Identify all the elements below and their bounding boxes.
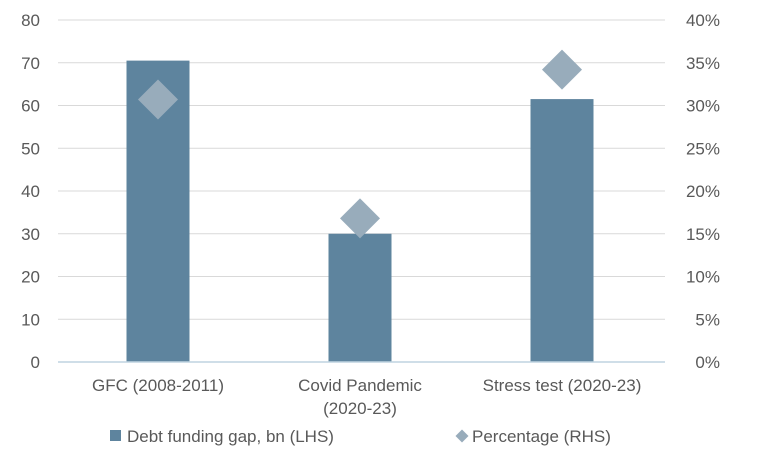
right-tick-label: 10% (686, 268, 720, 287)
category-labels: GFC (2008-2011) Covid Pandemic (2020-23) St… (92, 376, 641, 418)
bar-series (126, 60, 594, 363)
left-tick-label: 60 (21, 97, 40, 116)
legend-marker-label: Percentage (RHS) (472, 427, 611, 446)
category-label: GFC (2008-2011) (92, 376, 224, 395)
legend-bar-label: Debt funding gap, bn (LHS) (127, 427, 334, 446)
diamond-marker (542, 49, 582, 90)
legend: Debt funding gap, bn (LHS) Percentage (R… (110, 427, 611, 446)
right-tick-label: 35% (686, 54, 720, 73)
diamond-marker (138, 79, 178, 120)
category-label: Stress test (2020-23) (483, 376, 642, 395)
left-tick-label: 0 (31, 353, 40, 372)
right-tick-label: 30% (686, 97, 720, 116)
category-label: Covid Pandemic (298, 376, 422, 395)
category-label: (2020-23) (323, 399, 397, 418)
bar (328, 233, 392, 362)
diamond-marker (340, 198, 380, 239)
left-tick-label: 50 (21, 139, 40, 158)
left-tick-label: 80 (21, 11, 40, 30)
left-tick-label: 10 (21, 310, 40, 329)
legend-diamond-swatch (455, 429, 469, 443)
right-tick-label: 15% (686, 225, 720, 244)
right-tick-label: 5% (695, 310, 720, 329)
right-tick-label: 25% (686, 139, 720, 158)
right-axis-ticks: 0% 5% 10% 15% 20% 25% 30% 35% 40% (686, 11, 720, 372)
bar (530, 99, 594, 363)
right-tick-label: 20% (686, 182, 720, 201)
left-tick-label: 40 (21, 182, 40, 201)
right-tick-label: 40% (686, 11, 720, 30)
left-axis-ticks: 0 10 20 30 40 50 60 70 80 (21, 11, 40, 372)
right-tick-label: 0% (695, 353, 720, 372)
legend-bar-swatch (110, 430, 121, 441)
left-tick-label: 30 (21, 225, 40, 244)
left-tick-label: 20 (21, 268, 40, 287)
marker-series (138, 49, 582, 239)
left-tick-label: 70 (21, 54, 40, 73)
